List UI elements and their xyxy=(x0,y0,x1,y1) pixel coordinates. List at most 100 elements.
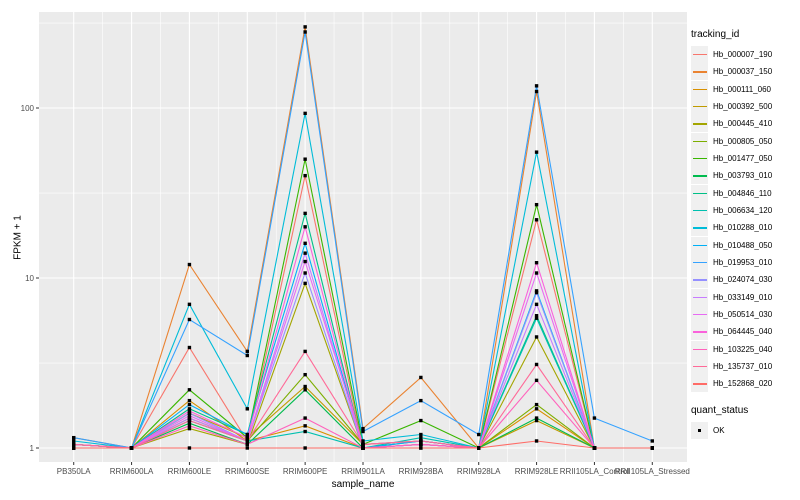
legend-key xyxy=(691,219,708,237)
legend-label: Hb_000445_410 xyxy=(713,119,773,129)
data-point xyxy=(419,432,423,437)
quant-status-item: OK xyxy=(691,421,799,439)
color-legend-items: Hb_000007_190 Hb_000037_150 Hb_000111_060 H… xyxy=(691,46,799,393)
shape-legend-title: quant_status xyxy=(691,404,749,416)
y-axis-title: FPKM + 1 xyxy=(12,215,24,260)
data-point xyxy=(650,439,654,443)
data-point xyxy=(187,413,192,418)
legend-item: Hb_050514_030 xyxy=(691,306,799,324)
data-point xyxy=(477,446,481,450)
x-axis-title: sample_name xyxy=(331,479,395,490)
data-point xyxy=(361,442,365,447)
legend-key xyxy=(691,358,708,376)
legend-key xyxy=(691,98,708,116)
data-point xyxy=(187,409,192,413)
legend-key-line-icon xyxy=(692,140,707,142)
legend-key xyxy=(691,288,708,306)
legend-label: Hb_006634_120 xyxy=(713,206,773,216)
legend-key-line-icon xyxy=(692,88,707,90)
legend-key-line-icon xyxy=(692,244,707,246)
data-point xyxy=(419,375,423,380)
data-point xyxy=(534,290,539,295)
data-point xyxy=(534,302,539,307)
legend-key xyxy=(691,271,708,289)
data-point xyxy=(419,398,423,403)
legend-label: Hb_103225_040 xyxy=(713,344,773,354)
legend-label: Hb_019953_010 xyxy=(713,258,773,268)
legend-key-line-icon xyxy=(692,296,707,298)
legend-key xyxy=(691,46,708,64)
legend-key-line-icon xyxy=(692,54,707,56)
legend-label: Hb_135737_010 xyxy=(713,362,773,372)
y-tick-label: 100 xyxy=(21,104,35,113)
legend-key xyxy=(691,340,708,358)
legend-item: Hb_000392_500 xyxy=(691,98,799,116)
data-point xyxy=(72,439,76,443)
data-point xyxy=(187,407,192,411)
color-legend-title: tracking_id xyxy=(691,29,740,40)
legend-item: Hb_003793_010 xyxy=(691,167,799,185)
data-point xyxy=(303,25,307,29)
legend-label: Hb_000805_050 xyxy=(713,136,773,146)
legend-label: Hb_010288_010 xyxy=(713,223,773,233)
data-point xyxy=(187,302,192,307)
legend-label: Hb_003793_010 xyxy=(713,171,773,181)
data-point xyxy=(245,439,249,443)
x-tick-label: RRIM928LE xyxy=(515,467,559,476)
data-point xyxy=(187,411,192,415)
data-point xyxy=(187,345,192,350)
legend-key xyxy=(691,323,708,341)
legend-label: Hb_064445_040 xyxy=(713,327,773,337)
legend-key-line-icon xyxy=(692,71,707,73)
data-point xyxy=(72,446,76,450)
data-point xyxy=(419,418,423,423)
x-tick-label: RRIM928BA xyxy=(399,467,444,476)
data-point xyxy=(303,372,307,377)
data-point xyxy=(187,421,192,425)
x-tick-label: RRIM600PE xyxy=(283,467,327,476)
data-point xyxy=(245,353,249,358)
legend-item: Hb_033149_010 xyxy=(691,288,799,306)
data-point xyxy=(303,271,307,275)
data-point xyxy=(303,241,307,245)
data-point xyxy=(534,89,539,94)
data-point xyxy=(361,429,365,434)
data-point xyxy=(534,289,539,293)
data-point xyxy=(72,442,76,447)
x-tick-label: RRII105LA_Control xyxy=(560,467,630,476)
data-point xyxy=(303,30,307,34)
legend-item: Hb_024074_030 xyxy=(691,271,799,289)
legend-item: Hb_103225_040 xyxy=(691,340,799,358)
legend-key-line-icon xyxy=(692,105,707,108)
y-tick-label: 10 xyxy=(25,274,34,283)
legend-key xyxy=(691,115,708,133)
data-point xyxy=(187,402,192,407)
data-point xyxy=(303,446,307,450)
data-point xyxy=(187,418,192,423)
data-point xyxy=(303,259,307,264)
data-point xyxy=(419,442,423,447)
legend-item: Hb_064445_040 xyxy=(691,323,799,341)
data-point xyxy=(419,439,423,443)
data-point xyxy=(187,317,192,322)
data-point xyxy=(245,349,249,354)
legend-item: Hb_000037_150 xyxy=(691,63,799,81)
data-point xyxy=(187,262,192,267)
legend-label: Hb_010488_050 xyxy=(713,240,773,250)
legend-key xyxy=(691,421,708,439)
legend-item: Hb_019953_010 xyxy=(691,254,799,272)
data-point xyxy=(187,398,192,403)
data-point xyxy=(303,424,307,428)
legend-key xyxy=(691,63,708,81)
data-point xyxy=(245,446,249,450)
data-point xyxy=(303,429,307,434)
legend-item: Hb_135737_010 xyxy=(691,358,799,376)
data-point xyxy=(534,261,539,265)
data-point xyxy=(245,432,249,437)
legend-key-line-icon xyxy=(692,209,707,212)
legend-key xyxy=(691,202,708,220)
data-point xyxy=(361,426,365,431)
legend-key-line-icon xyxy=(692,175,707,177)
data-point xyxy=(534,418,539,423)
data-point xyxy=(361,446,365,450)
